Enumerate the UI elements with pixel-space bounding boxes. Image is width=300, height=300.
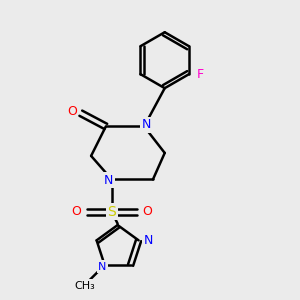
- Text: O: O: [142, 205, 152, 218]
- Text: N: N: [143, 234, 153, 247]
- Text: N: N: [98, 262, 106, 272]
- Text: O: O: [71, 205, 81, 218]
- Text: CH₃: CH₃: [74, 280, 95, 291]
- Text: S: S: [107, 205, 116, 219]
- Text: O: O: [67, 105, 77, 118]
- Text: F: F: [197, 68, 204, 81]
- Text: N: N: [104, 173, 113, 187]
- Text: N: N: [142, 118, 151, 131]
